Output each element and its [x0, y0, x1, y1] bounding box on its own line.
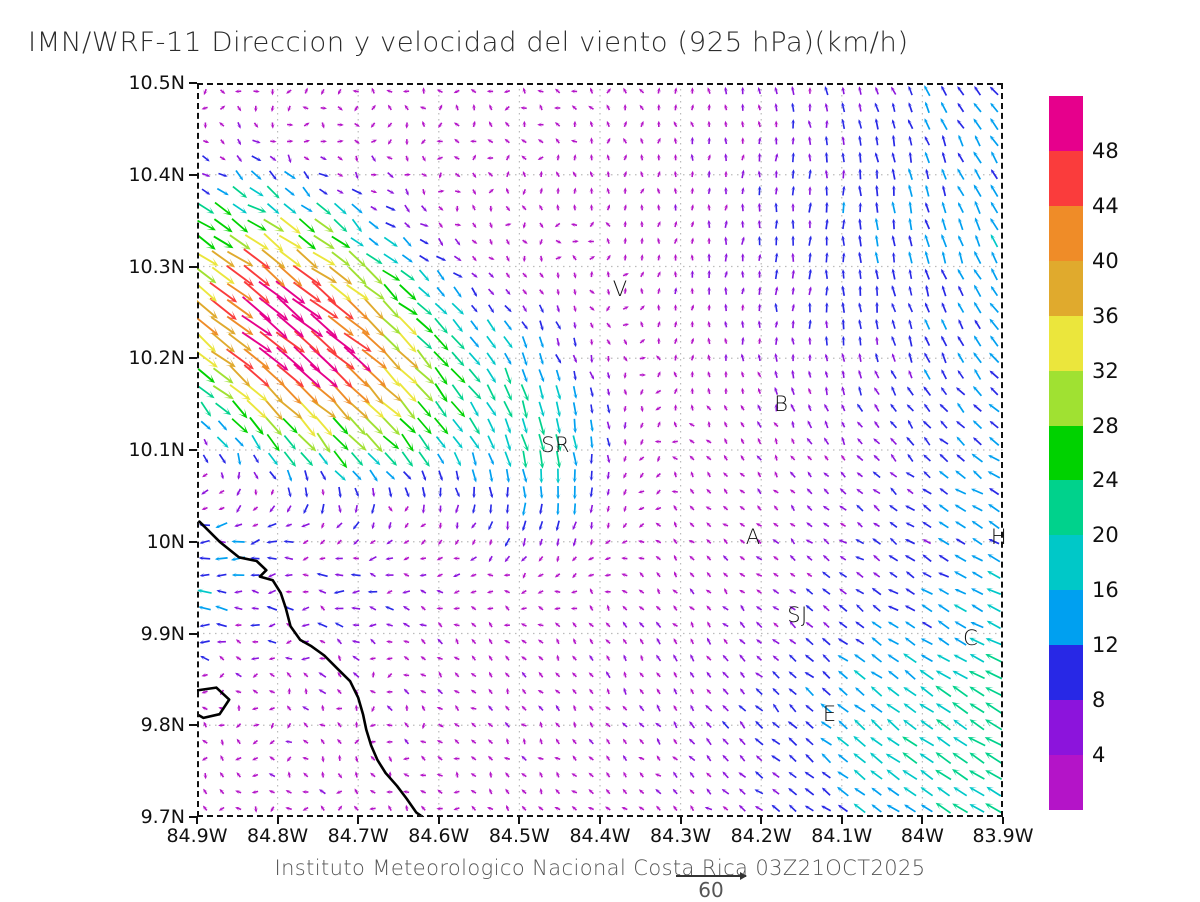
colorbar-band [1049, 96, 1083, 151]
colorbar-tick-label: 32 [1092, 359, 1119, 383]
y-axis-tick [189, 541, 197, 543]
colorbar-band [1049, 206, 1083, 261]
y-axis-tick-label: 9.9N [0, 623, 185, 645]
colorbar-band [1049, 261, 1083, 316]
x-axis-tick [599, 817, 601, 824]
x-axis-tick [438, 817, 440, 824]
page-title: IMN/WRF-11 Direccion y velocidad del vie… [28, 26, 909, 60]
y-axis-tick [189, 174, 197, 176]
colorbar-band [1049, 645, 1083, 700]
x-axis-tick-label: 84.5W [489, 825, 550, 847]
x-axis-tick-label: 83.9W [972, 825, 1033, 847]
colorbar-band [1049, 426, 1083, 481]
colorbar-band [1049, 480, 1083, 535]
y-axis-tick-label: 10.5N [0, 72, 185, 94]
x-axis-tick [277, 817, 279, 824]
reference-vector-icon [676, 875, 746, 877]
map-label-a: A [746, 525, 761, 549]
colorbar [1049, 96, 1083, 810]
map-label-b: B [774, 392, 788, 416]
colorbar-tick-label: 20 [1092, 523, 1119, 547]
map-label-e: E [823, 702, 837, 726]
map-label-sj: SJ [787, 603, 808, 627]
colorbar-tick-label: 16 [1092, 578, 1119, 602]
colorbar-band [1049, 700, 1083, 755]
y-axis-tick [189, 449, 197, 451]
colorbar-tick-label: 44 [1092, 194, 1119, 218]
y-axis-tick [189, 82, 197, 84]
y-axis-tick-label: 9.7N [0, 806, 185, 828]
x-axis-tick-label: 84.6W [408, 825, 469, 847]
x-axis-tick-label: 84.3W [650, 825, 711, 847]
colorbar-band [1049, 151, 1083, 206]
y-axis-tick-label: 10.4N [0, 164, 185, 186]
x-axis-tick-label: 84.8W [247, 825, 308, 847]
colorbar-band [1049, 535, 1083, 590]
map-label-h: H [991, 525, 1007, 549]
y-axis-tick [189, 724, 197, 726]
x-axis-tick [357, 817, 359, 824]
x-axis-tick [196, 817, 198, 824]
colorbar-tick-label: 28 [1092, 414, 1119, 438]
y-axis-tick [189, 266, 197, 268]
x-axis-tick [518, 817, 520, 824]
colorbar-tick-label: 36 [1092, 304, 1119, 328]
x-axis-tick [680, 817, 682, 824]
y-axis-tick [189, 633, 197, 635]
colorbar-tick-label: 12 [1092, 633, 1119, 657]
y-axis-tick-label: 10.1N [0, 439, 185, 461]
x-axis-tick-label: 84.9W [166, 825, 227, 847]
colorbar-band [1049, 316, 1083, 371]
colorbar-tick-label: 4 [1092, 743, 1105, 767]
colorbar-band [1049, 590, 1083, 645]
colorbar-tick-label: 48 [1092, 139, 1119, 163]
x-axis-tick [1002, 817, 1004, 824]
x-axis-tick-label: 84.1W [811, 825, 872, 847]
x-axis-tick [921, 817, 923, 824]
x-axis-tick-label: 84.2W [731, 825, 792, 847]
x-axis-tick [841, 817, 843, 824]
y-axis-tick [189, 816, 197, 818]
map-label-sr: SR [541, 433, 570, 457]
x-axis-tick-label: 84.4W [569, 825, 630, 847]
footer-credit: Instituto Meteorologico Nacional Costa R… [0, 856, 1200, 880]
colorbar-band [1049, 755, 1083, 810]
y-axis-tick-label: 10.3N [0, 256, 185, 278]
y-axis-tick [189, 357, 197, 359]
colorbar-tick-label: 8 [1092, 688, 1105, 712]
y-axis-tick-label: 9.8N [0, 714, 185, 736]
reference-vector-value: 60 [698, 878, 723, 902]
colorbar-band [1049, 371, 1083, 426]
colorbar-tick-label: 24 [1092, 468, 1119, 492]
y-axis-tick-label: 10N [0, 531, 185, 553]
x-axis-tick-label: 84.7W [328, 825, 389, 847]
x-axis-tick [760, 817, 762, 824]
map-label-v: V [613, 277, 628, 301]
y-axis-tick-label: 10.2N [0, 347, 185, 369]
x-axis-tick-label: 84W [901, 825, 944, 847]
map-label-c: C [963, 626, 978, 650]
colorbar-tick-label: 40 [1092, 249, 1119, 273]
